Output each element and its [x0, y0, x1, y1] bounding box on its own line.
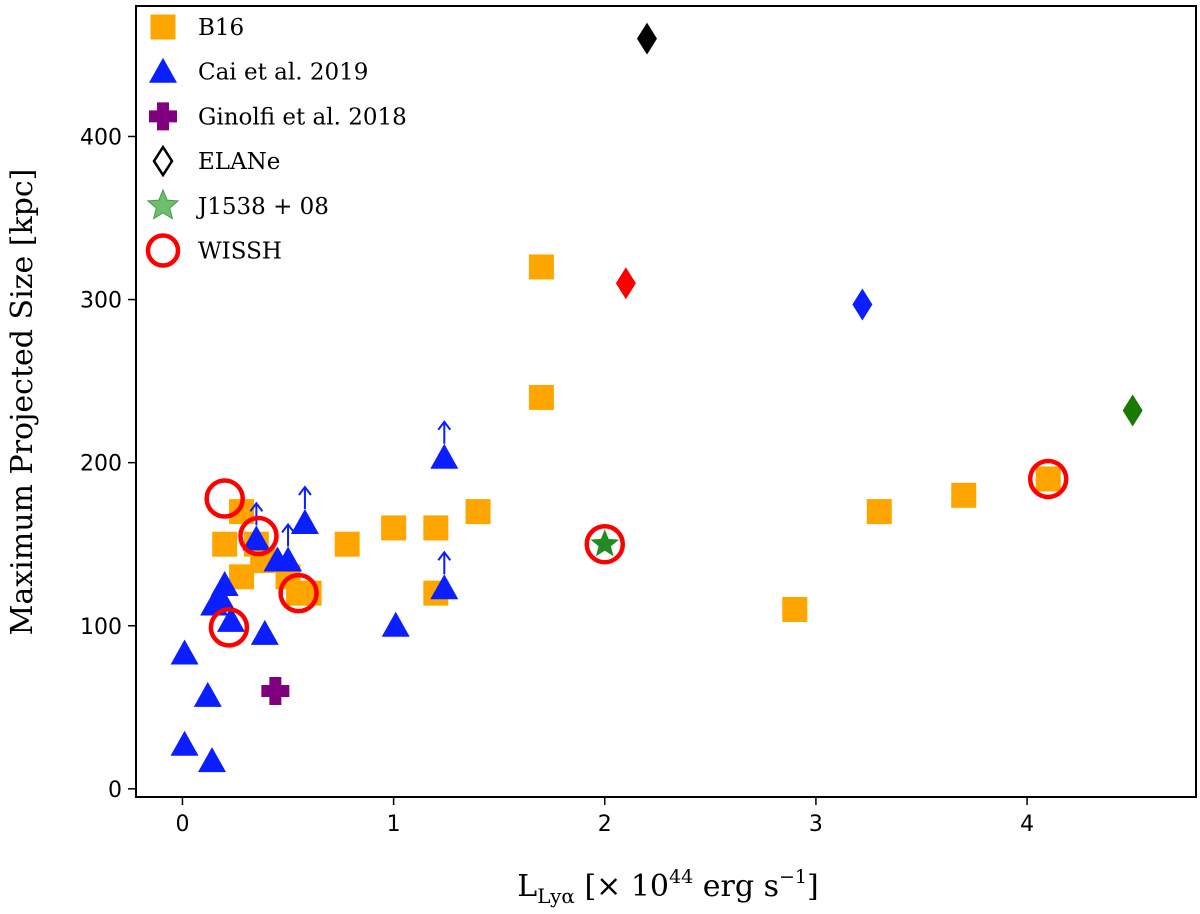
cai-et-al-2019-point-8	[217, 606, 246, 632]
cai-et-al-2019-point-16	[430, 574, 459, 600]
b16-point-19	[1035, 466, 1061, 492]
legend-wissh: WISSH	[145, 233, 282, 268]
elane-point-4	[1122, 394, 1143, 427]
cai-et-al-2019-point-13-limit-arrow	[298, 485, 312, 496]
wissh-point-5	[584, 523, 626, 565]
legend-wissh-label: WISSH	[198, 239, 282, 265]
legend-b16-marker	[150, 14, 176, 40]
cai-et-al-2019-point-9	[242, 525, 271, 551]
y-tick-label-300: 300	[80, 289, 122, 314]
j1538-08-point-1	[590, 529, 619, 557]
b16-point-1	[212, 531, 238, 557]
x-axis-label-close: ]	[807, 869, 819, 904]
axes-frame	[135, 5, 1197, 798]
cai-et-al-2019-point-12-limit-arrow	[281, 522, 295, 534]
y-tick-label-0: 0	[108, 778, 122, 803]
b16-point-18	[951, 482, 977, 508]
x-tick-label-1: 1	[387, 812, 401, 837]
y-axis-label: Maximum Projected Size [kpc]	[5, 169, 40, 636]
legend-ginolfi-et-al-2018: Ginolfi et al. 2018	[149, 102, 407, 131]
y-tick-label-400: 400	[80, 125, 122, 150]
x-tick-label-0: 0	[175, 812, 189, 837]
cai-et-al-2019-point-3	[193, 681, 222, 707]
x-axis-label: LLyα [× 1044 erg s−1]	[517, 866, 818, 908]
x-axis-label-units: erg s	[693, 869, 779, 904]
legend-j1538-08: J1538 + 08	[146, 188, 329, 220]
series-ginolfi-et-al-2018	[261, 676, 290, 705]
legend-j1538-08-marker	[146, 188, 180, 220]
legend-cai-et-al-2019-marker	[149, 57, 177, 83]
cai-et-al-2019-point-2	[170, 730, 199, 756]
wissh-point-1	[204, 478, 245, 519]
legend-cai-et-al-2019: Cai et al. 2019	[149, 57, 368, 86]
legend-ginolfi-et-al-2018-marker	[149, 102, 177, 131]
cai-et-al-2019-point-1	[170, 639, 199, 665]
legend-elane-label: ELANe	[198, 149, 280, 175]
cai-et-al-2019-point-14	[381, 611, 410, 637]
b16-point-15	[528, 384, 554, 410]
x-tick-label-3: 3	[809, 812, 823, 837]
cai-et-al-2019-point-9-limit-arrow	[249, 501, 264, 512]
ginolfi-et-al-2018-point-1	[261, 676, 290, 705]
legend-b16: B16	[150, 14, 244, 41]
cai-et-al-2019-point-4	[198, 747, 227, 773]
legend-elane: ELANe	[152, 144, 280, 178]
cai-et-al-2019-point-16-limit-arrow	[437, 550, 452, 561]
elane-point-1	[636, 22, 657, 55]
b16-point-14	[528, 254, 554, 280]
legend-elane-marker	[152, 144, 174, 178]
x-axis-label-units-exp: −1	[779, 866, 807, 888]
b16-point-3	[229, 564, 255, 590]
elane-point-2	[615, 267, 636, 300]
cai-et-al-2019-point-7	[210, 570, 239, 596]
y-tick-label-200: 200	[80, 452, 122, 477]
b16-point-16	[782, 596, 808, 622]
legend-cai-et-al-2019-label: Cai et al. 2019	[198, 60, 368, 86]
cai-et-al-2019-point-15	[430, 443, 459, 469]
cai-et-al-2019-point-10	[250, 619, 279, 645]
x-axis-label-open: [× 10	[575, 869, 669, 904]
wissh-point-6	[1027, 458, 1069, 500]
series-wissh	[204, 458, 1069, 648]
b16-point-9	[334, 531, 360, 557]
wissh-point-4	[278, 572, 319, 614]
legend-ginolfi-et-al-2018-label: Ginolfi et al. 2018	[198, 104, 407, 130]
b16-point-17	[866, 499, 892, 525]
x-axis-label-exp: 44	[669, 866, 693, 888]
legend-j1538-08-label: J1538 + 08	[196, 194, 329, 220]
cai-et-al-2019-point-15-limit-arrow	[437, 420, 452, 431]
wissh-point-3	[208, 607, 250, 648]
cai-et-al-2019-point-13	[290, 509, 319, 535]
y-tick-label-100: 100	[80, 615, 122, 640]
elane-point-3	[852, 288, 873, 321]
ticks-layer: 0 1 2 3 4 0 100 200 300 400	[80, 125, 1034, 837]
series-j1538-08	[590, 529, 619, 557]
legend-b16-label: B16	[198, 15, 244, 41]
x-axis-label-sub: Lyα	[537, 884, 575, 908]
b16-point-11	[423, 515, 449, 541]
series-b16	[212, 254, 1061, 622]
cai-et-al-2019-point-6	[206, 584, 235, 610]
cai-et-al-2019-point-12	[274, 546, 303, 572]
plot-layer	[170, 22, 1143, 773]
b16-point-10	[381, 515, 407, 541]
legend-wissh-marker	[145, 233, 181, 268]
legend: B16 Cai et al. 2019 Ginolfi et al. 2018 ELA…	[145, 14, 407, 268]
wissh-point-2	[238, 515, 279, 557]
x-axis-label-base: L	[517, 869, 537, 904]
x-tick-label-2: 2	[598, 812, 612, 837]
x-tick-label-4: 4	[1020, 812, 1034, 837]
series-elane	[615, 22, 1143, 427]
b16-point-13	[465, 499, 491, 525]
